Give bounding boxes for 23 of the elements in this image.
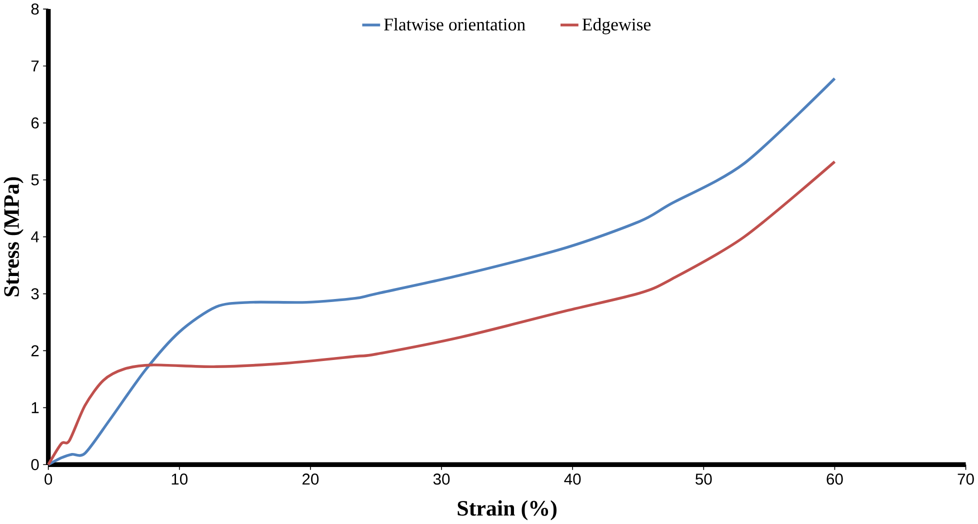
- x-tick-label: 10: [172, 474, 188, 485]
- x-tick-label: 30: [433, 474, 450, 485]
- line-series: [46, 77, 836, 466]
- y-tick-label: 3: [31, 288, 39, 300]
- x-tick-label: 0: [44, 474, 52, 485]
- x-tick-label: 50: [696, 474, 712, 485]
- x-tick-label: 40: [564, 474, 581, 485]
- legend-label: Flatwise orientation: [384, 18, 526, 31]
- x-tick-label: 70: [958, 474, 974, 485]
- y-tick-label: 7: [31, 60, 39, 72]
- x-axis-title: Strain (%): [458, 500, 557, 520]
- y-tick-label: 4: [31, 232, 39, 242]
- y-tick-label: 5: [31, 174, 39, 186]
- x-tick-label: 60: [826, 474, 843, 485]
- y-tick-label: 1: [32, 402, 39, 414]
- y-tick-label: 6: [31, 118, 39, 129]
- x-tick-label: 20: [302, 474, 319, 485]
- y-axis-title: Stress (MPa): [4, 177, 24, 296]
- y-tick-label: 8: [31, 4, 39, 15]
- y-tick-label: 2: [31, 345, 39, 356]
- legend-label: Edgewise: [582, 18, 651, 34]
- line-series: [46, 160, 836, 466]
- y-tick-label: 0: [31, 459, 39, 470]
